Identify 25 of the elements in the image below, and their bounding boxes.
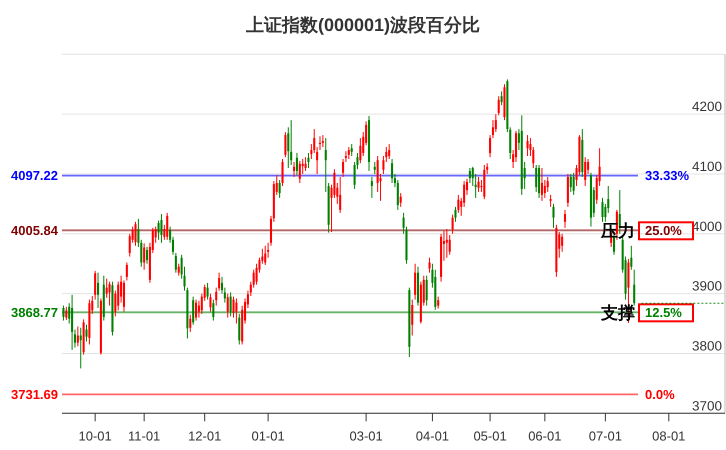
y-tick-label: 3700 — [692, 398, 722, 414]
x-tick-label: 01-01 — [251, 428, 285, 444]
y-tick-label: 4200 — [692, 99, 722, 114]
x-tick-label: 10-01 — [78, 428, 112, 444]
ref-line-label: 3731.69 — [11, 386, 58, 402]
y-tick-label: 4100 — [692, 158, 722, 174]
annotation: 25.0% — [645, 222, 682, 238]
x-tick-label: 03-01 — [349, 428, 383, 444]
annotation: 0.0% — [645, 386, 676, 402]
annotation: 12.5% — [645, 304, 682, 320]
x-tick-label: 05-01 — [473, 428, 507, 444]
ref-line-label: 4097.22 — [11, 168, 58, 184]
x-tick-label: 06-01 — [528, 428, 562, 444]
ref-line-label: 3868.77 — [11, 304, 58, 320]
y-tick-label: 3800 — [692, 338, 722, 354]
x-tick-label: 04-01 — [416, 428, 450, 444]
ref-line-label: 4005.84 — [11, 222, 59, 238]
x-tick-label: 07-01 — [588, 428, 622, 444]
x-tick-label: 08-01 — [652, 428, 686, 444]
chart-title: 上证指数(000001)波段百分比 — [244, 15, 480, 35]
x-tick-label: 11-01 — [128, 428, 160, 444]
y-tick-label: 3900 — [692, 278, 722, 294]
y-tick-label: 4000 — [692, 218, 722, 234]
annotation: 33.33% — [645, 168, 690, 184]
x-tick-label: 12-01 — [188, 428, 222, 444]
